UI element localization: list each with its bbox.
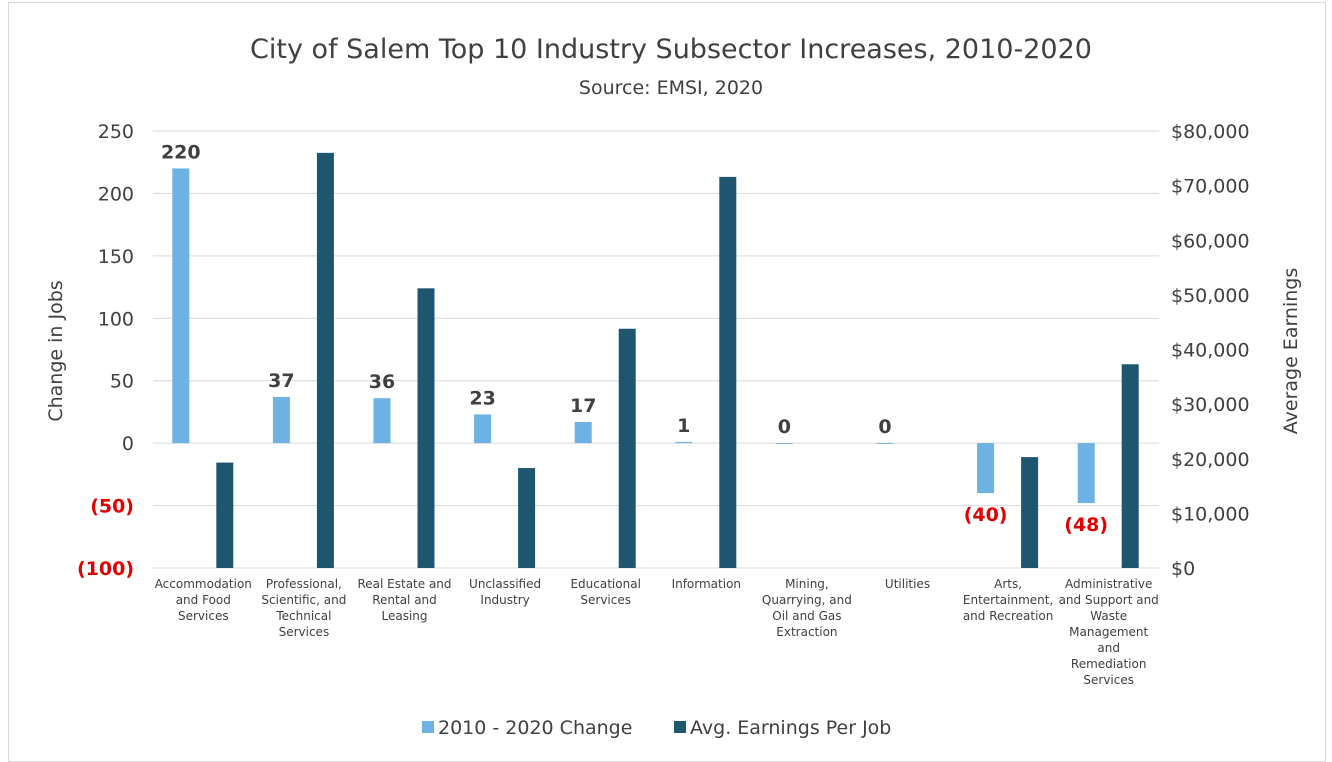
right-tick-label: $70,000	[1171, 176, 1250, 198]
category-label: Accommodation and Food Services	[155, 577, 252, 623]
right-tick-label: $40,000	[1171, 340, 1250, 362]
category-label: Unclassified Industry	[469, 577, 541, 607]
data-label-change: 0	[878, 416, 891, 438]
bar-change	[775, 443, 793, 444]
right-tick-label: $50,000	[1171, 285, 1250, 307]
chart-svg: City of Salem Top 10 Industry Subsector …	[45, 34, 1302, 739]
bar-change	[1077, 443, 1095, 504]
left-axis: 250 200 150 100 50 0 (50) (100)	[77, 121, 134, 580]
left-tick-label: 50	[110, 371, 134, 393]
chart-subtitle: Source: EMSI, 2020	[579, 77, 763, 99]
data-label-change: 37	[268, 370, 294, 392]
data-label-change: 36	[369, 371, 395, 393]
chart-title: City of Salem Top 10 Industry Subsector …	[250, 34, 1092, 65]
right-axis-title: Average Earnings	[1280, 268, 1302, 435]
bar-change	[373, 398, 391, 444]
legend-label-earnings: Avg. Earnings Per Job	[690, 717, 891, 739]
legend: 2010 - 2020 Change Avg. Earnings Per Job	[422, 717, 891, 739]
right-tick-label: $80,000	[1171, 121, 1250, 143]
bar-change	[675, 441, 693, 444]
left-tick-label: 200	[98, 183, 134, 205]
category-label: Professional, Scientific, and Technical Ser…	[261, 577, 346, 639]
bar-change	[876, 443, 894, 444]
data-label-change: (48)	[1064, 514, 1108, 536]
data-label-change: 1	[677, 415, 690, 437]
right-axis: $80,000 $70,000 $60,000 $50,000 $40,000 $30,0…	[1171, 121, 1250, 580]
left-tick-label: 100	[98, 308, 134, 330]
right-tick-label: $10,000	[1171, 503, 1250, 525]
bar-change	[574, 421, 592, 444]
legend-label-change: 2010 - 2020 Change	[438, 717, 632, 739]
right-tick-label: $30,000	[1171, 394, 1250, 416]
category-label: Real Estate and Rental and Leasing	[357, 577, 451, 623]
left-tick-label: (50)	[90, 496, 134, 518]
bar-earnings	[1021, 457, 1039, 568]
bar-earnings	[618, 328, 636, 568]
data-label-change: (40)	[964, 504, 1008, 526]
left-tick-label: 250	[98, 121, 134, 143]
category-label: Administrative and Support and Waste Manage…	[1059, 577, 1159, 687]
right-tick-label: $0	[1171, 558, 1195, 580]
category-label: Arts, Entertainment, and Recreation	[963, 577, 1054, 623]
category-axis: Accommodation and Food ServicesProfessiona…	[155, 577, 1159, 687]
chart-frame: City of Salem Top 10 Industry Subsector …	[8, 2, 1326, 762]
bar-earnings	[216, 462, 234, 568]
category-label: Utilities	[885, 577, 930, 591]
bar-change	[977, 443, 995, 494]
bar-earnings	[1121, 364, 1139, 568]
bar-earnings	[417, 288, 435, 568]
data-label-change: 17	[570, 395, 596, 417]
bar-earnings	[719, 176, 737, 568]
bars	[172, 152, 1139, 568]
category-label: Mining, Quarrying, and Oil and Gas Extracti…	[762, 577, 852, 639]
right-tick-label: $20,000	[1171, 449, 1250, 471]
legend-swatch-earnings	[674, 721, 686, 733]
right-tick-label: $60,000	[1171, 230, 1250, 252]
bar-earnings	[518, 468, 536, 568]
left-tick-label: (100)	[77, 558, 134, 580]
category-label: Information	[672, 577, 741, 591]
bar-earnings	[316, 152, 334, 568]
data-label-change: 23	[469, 387, 495, 409]
bar-change	[272, 396, 290, 444]
legend-swatch-change	[422, 721, 434, 733]
data-label-change: 220	[161, 141, 201, 163]
category-label: Educational Services	[570, 577, 640, 607]
data-label-change: 0	[778, 416, 791, 438]
bar-change	[172, 168, 190, 444]
left-tick-label: 150	[98, 246, 134, 268]
bar-change	[474, 414, 492, 444]
left-axis-title: Change in Jobs	[45, 280, 67, 421]
gridlines	[153, 130, 1159, 569]
data-labels: 220 37 36 23 17 1 0 0 (40) (48)	[161, 141, 1108, 536]
left-tick-label: 0	[122, 433, 134, 455]
